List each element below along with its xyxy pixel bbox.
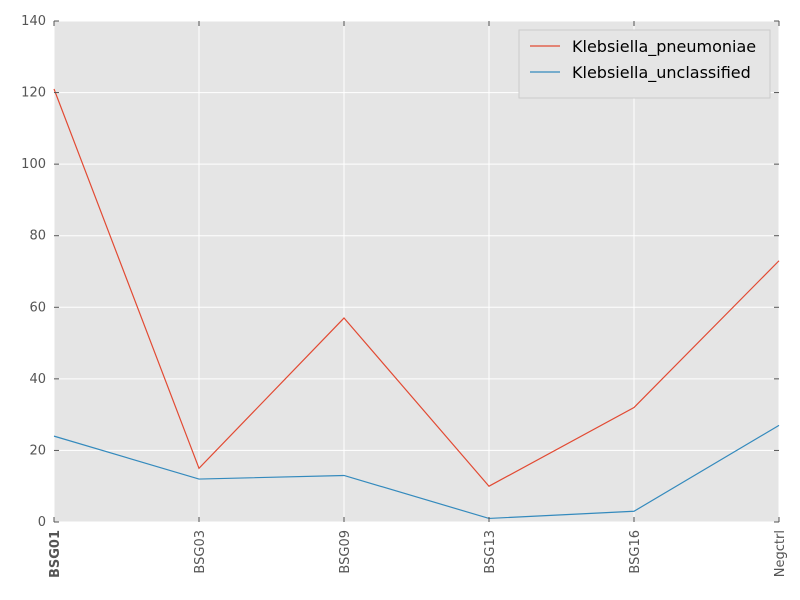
x-tick-label: BSG03 <box>193 530 208 574</box>
x-tick-label: BSG13 <box>483 530 498 574</box>
y-tick-label: 140 <box>21 14 46 29</box>
y-tick-label: 80 <box>29 229 46 244</box>
y-tick-label: 120 <box>21 86 46 101</box>
y-tick-label: 60 <box>29 300 46 315</box>
y-tick-label: 0 <box>38 515 46 530</box>
x-tick-label: Negctrl <box>773 530 788 577</box>
y-tick-label: 100 <box>21 157 46 172</box>
legend-label: Klebsiella_unclassified <box>572 63 751 83</box>
legend-label: Klebsiella_pneumoniae <box>572 37 756 57</box>
legend-box <box>518 29 771 99</box>
series-layer <box>53 88 780 520</box>
x-tick-label: BSG01 <box>48 530 63 578</box>
x-tick-label: BSG09 <box>338 530 353 574</box>
y-tick-label: 40 <box>29 372 46 387</box>
series-line <box>53 88 780 487</box>
x-tick-label: BSG16 <box>628 530 643 574</box>
grid <box>53 20 780 523</box>
legend: Klebsiella_pneumoniae Klebsiella_unclassi… <box>518 29 771 99</box>
axes: 0 20 40 60 80 100 120 140 BSG01 BSG03 BSG09 BSG13 BS… <box>21 14 788 578</box>
series-line <box>53 424 780 520</box>
plot-area <box>54 21 779 522</box>
y-tick-label: 20 <box>29 443 46 458</box>
